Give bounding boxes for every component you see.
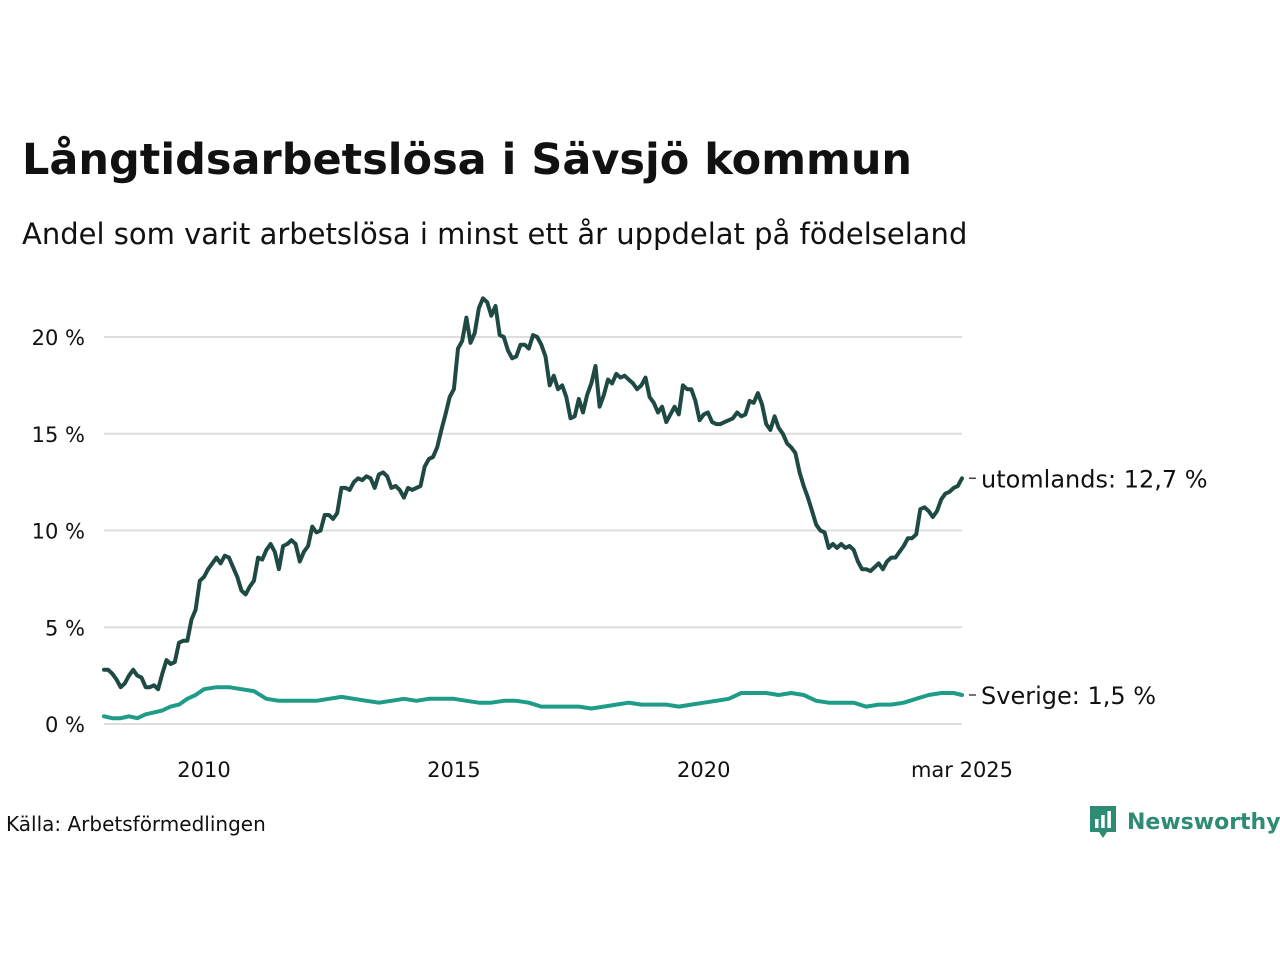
chart-subtitle: Andel som varit arbetslösa i minst ett å… (22, 217, 968, 251)
x-tick-label: 2020 (677, 758, 730, 782)
newsworthy-bar-chart-icon (1090, 806, 1116, 838)
grid-lines (104, 336, 962, 725)
x-tick-label: mar 2025 (911, 758, 1013, 782)
y-tick-label: 15 % (32, 423, 85, 447)
chart-title: Långtidsarbetslösa i Sävsjö kommun (22, 135, 913, 185)
x-axis-ticks: 2010 2015 2020 mar 2025 (177, 758, 1013, 782)
series-lines (102, 296, 964, 721)
source-note: Källa: Arbetsförmedlingen (6, 812, 266, 836)
newsworthy-logo-text: Newsworthy (1127, 809, 1280, 835)
y-axis-ticks: 0 % 5 % 10 % 15 % 20 % (32, 326, 85, 737)
series-end-label-sverige: Sverige: 1,5 % (981, 682, 1156, 710)
x-tick-label: 2010 (177, 758, 230, 782)
y-tick-label: 0 % (45, 713, 85, 737)
series-line-sverige (102, 685, 964, 721)
y-tick-label: 10 % (32, 520, 85, 544)
x-tick-label: 2015 (427, 758, 480, 782)
y-tick-label: 20 % (32, 326, 85, 350)
newsworthy-logo[interactable]: Newsworthy (1088, 802, 1280, 842)
series-end-labels: utomlands: 12,7 % Sverige: 1,5 % (969, 465, 1208, 710)
y-tick-label: 5 % (45, 616, 85, 640)
series-line-utomlands (102, 296, 964, 692)
series-end-label-utomlands: utomlands: 12,7 % (981, 465, 1208, 493)
